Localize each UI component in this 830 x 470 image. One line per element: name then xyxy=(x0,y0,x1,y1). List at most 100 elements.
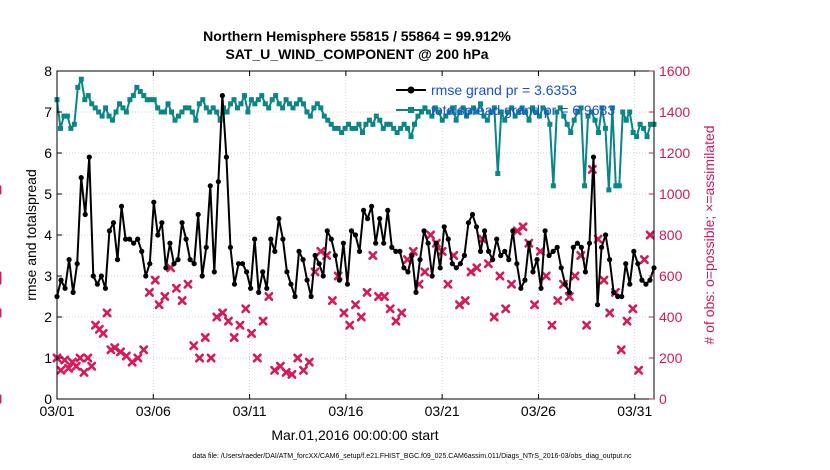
spread-point xyxy=(481,113,487,119)
spread-point xyxy=(394,130,400,135)
rmse-point xyxy=(465,220,472,226)
spread-point xyxy=(224,109,230,115)
spread-point xyxy=(516,109,522,115)
obs-count-marker-stroke xyxy=(241,304,251,314)
obs-count-marker xyxy=(443,279,453,289)
y-left-tick-label: 1 xyxy=(44,350,52,366)
spread-point xyxy=(602,125,608,131)
rmse-point xyxy=(365,216,371,222)
spread-point xyxy=(575,109,581,115)
y-right-tick-label: 1200 xyxy=(659,145,690,161)
rmse-point xyxy=(413,289,419,295)
obs-count-marker-stroke xyxy=(264,291,274,302)
spread-point xyxy=(495,171,501,176)
rmse-point xyxy=(623,261,629,267)
spread-point xyxy=(165,101,171,107)
rmse-point xyxy=(360,207,367,213)
rmse-point xyxy=(243,269,250,275)
tick-layer: 03/01 03/06 03/11 03/16 03/21 03/26 03/31 0 1 2 3 4… xyxy=(39,63,690,419)
y-left-tick-label: 6 xyxy=(44,145,52,161)
rmse-point xyxy=(62,285,68,291)
spread-point xyxy=(234,105,240,111)
rmse-point xyxy=(147,261,153,267)
obs-count-marker xyxy=(87,361,97,371)
obs-count-marker-stroke xyxy=(160,291,170,302)
rmse-point xyxy=(619,293,625,300)
spread-point xyxy=(491,105,497,111)
obs-count-marker-stroke xyxy=(402,255,412,265)
spread-point xyxy=(293,101,299,107)
obs-count-marker-stroke xyxy=(553,296,563,306)
spread-point xyxy=(453,117,459,123)
spread-point xyxy=(439,117,445,123)
rmse-point xyxy=(518,285,524,291)
rmse-point xyxy=(381,240,387,246)
obs-count-marker-stroke xyxy=(535,246,545,256)
spread-point xyxy=(78,76,84,82)
spread-point xyxy=(85,93,91,99)
rmse-point xyxy=(143,273,149,279)
spread-point xyxy=(248,97,254,103)
spread-point xyxy=(623,117,629,123)
obs-count-marker xyxy=(397,308,407,318)
rmse-point xyxy=(522,277,528,283)
spread-point xyxy=(384,121,390,127)
spread-point xyxy=(599,105,605,111)
spread-point xyxy=(162,109,168,115)
rmse-point xyxy=(102,285,109,291)
obs-count-marker-stroke xyxy=(489,312,499,322)
rmse-point xyxy=(574,240,580,246)
obs-count-marker xyxy=(605,308,615,318)
rmse-point xyxy=(248,285,254,291)
obs-count-marker xyxy=(75,353,85,363)
obs-count-marker-stroke xyxy=(501,304,511,314)
rmse-point xyxy=(534,257,540,263)
obs-count-marker-stroke xyxy=(200,332,210,343)
legend-spread-label: totalspread grand pr = 6.9683 xyxy=(431,102,615,118)
spread-point xyxy=(616,183,622,189)
spread-point xyxy=(203,105,209,111)
rmse-point xyxy=(292,293,298,300)
rmse-point xyxy=(187,257,193,263)
spread-point xyxy=(200,97,206,103)
spread-point xyxy=(304,109,310,115)
obs-count-marker-stroke xyxy=(547,320,557,330)
rmse-point xyxy=(207,183,213,189)
obs-count-marker-stroke xyxy=(218,308,228,318)
obs-count-marker-stroke xyxy=(506,279,516,289)
rmse-point xyxy=(304,277,310,283)
spread-point xyxy=(377,117,383,123)
rmse-point xyxy=(397,248,403,254)
spread-point xyxy=(408,134,414,140)
obs-count-marker xyxy=(472,263,482,273)
obs-count-marker-stroke xyxy=(223,316,233,326)
obs-count-marker xyxy=(293,353,303,363)
obs-count-marker-stroke xyxy=(229,332,239,343)
spread-point xyxy=(280,105,286,111)
obs-count-marker xyxy=(564,291,574,302)
spread-point xyxy=(443,113,449,119)
obs-count-marker xyxy=(60,355,70,365)
rmse-point xyxy=(393,248,399,254)
obs-count-marker xyxy=(299,365,309,375)
rmse-point xyxy=(98,273,104,279)
spread-point xyxy=(75,84,81,90)
obs-count-marker-stroke xyxy=(460,296,470,306)
rmse-point xyxy=(530,269,536,275)
obs-count-marker-stroke xyxy=(275,361,285,371)
spread-point xyxy=(335,125,341,131)
rmse-point xyxy=(550,248,556,254)
y-axis-label-right: # of obs: o=possible; ×=assimilated xyxy=(701,125,717,344)
obs-count-marker xyxy=(489,312,499,322)
x-tick-label: 03/01 xyxy=(39,403,74,419)
obs-count-marker xyxy=(345,320,355,330)
x-tick-label: 03/31 xyxy=(617,403,652,419)
rmse-point xyxy=(441,224,447,230)
spread-point xyxy=(172,117,178,123)
rmse-point xyxy=(264,285,270,291)
rmse-point xyxy=(566,289,572,295)
spread-point xyxy=(103,105,109,111)
rmse-point xyxy=(631,248,637,254)
obs-count-marker xyxy=(483,259,493,269)
rmse-point xyxy=(429,273,435,279)
